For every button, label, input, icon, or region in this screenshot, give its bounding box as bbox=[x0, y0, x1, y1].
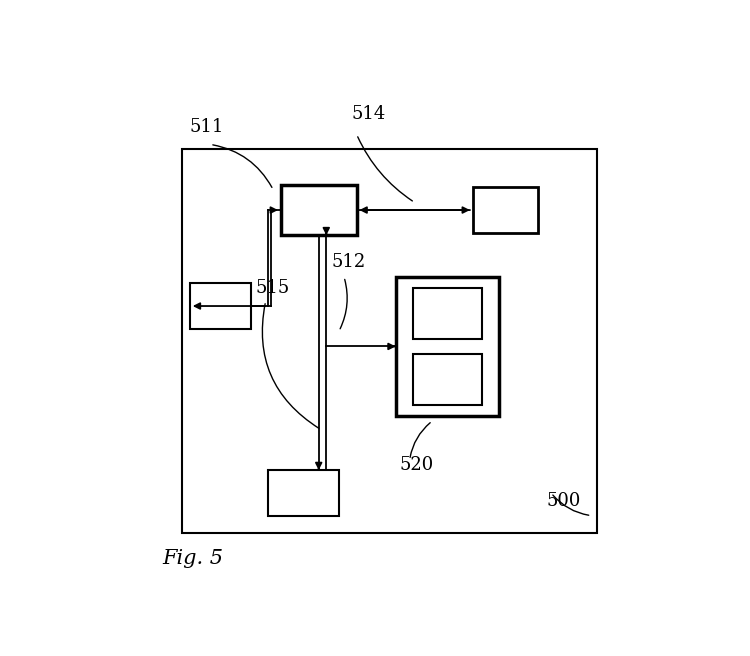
Text: 510: 510 bbox=[298, 201, 339, 220]
Text: 512: 512 bbox=[332, 253, 365, 271]
Text: 540: 540 bbox=[427, 370, 467, 389]
Bar bbox=[280, 185, 356, 236]
Bar bbox=[396, 277, 500, 416]
Bar bbox=[413, 289, 482, 339]
Text: 530: 530 bbox=[427, 304, 467, 323]
Text: 515: 515 bbox=[256, 279, 290, 297]
Bar bbox=[413, 354, 482, 405]
Text: 560: 560 bbox=[200, 297, 240, 316]
Text: 520: 520 bbox=[400, 456, 433, 474]
Bar bbox=[190, 283, 250, 329]
Text: Fig. 5: Fig. 5 bbox=[162, 548, 223, 567]
Text: 511: 511 bbox=[190, 118, 224, 136]
Text: 550: 550 bbox=[486, 201, 526, 220]
Bar bbox=[182, 150, 596, 533]
Text: 500: 500 bbox=[546, 491, 580, 510]
Bar bbox=[268, 470, 339, 516]
Text: 514: 514 bbox=[352, 105, 386, 123]
Bar bbox=[472, 188, 538, 233]
Text: 590: 590 bbox=[284, 483, 323, 502]
